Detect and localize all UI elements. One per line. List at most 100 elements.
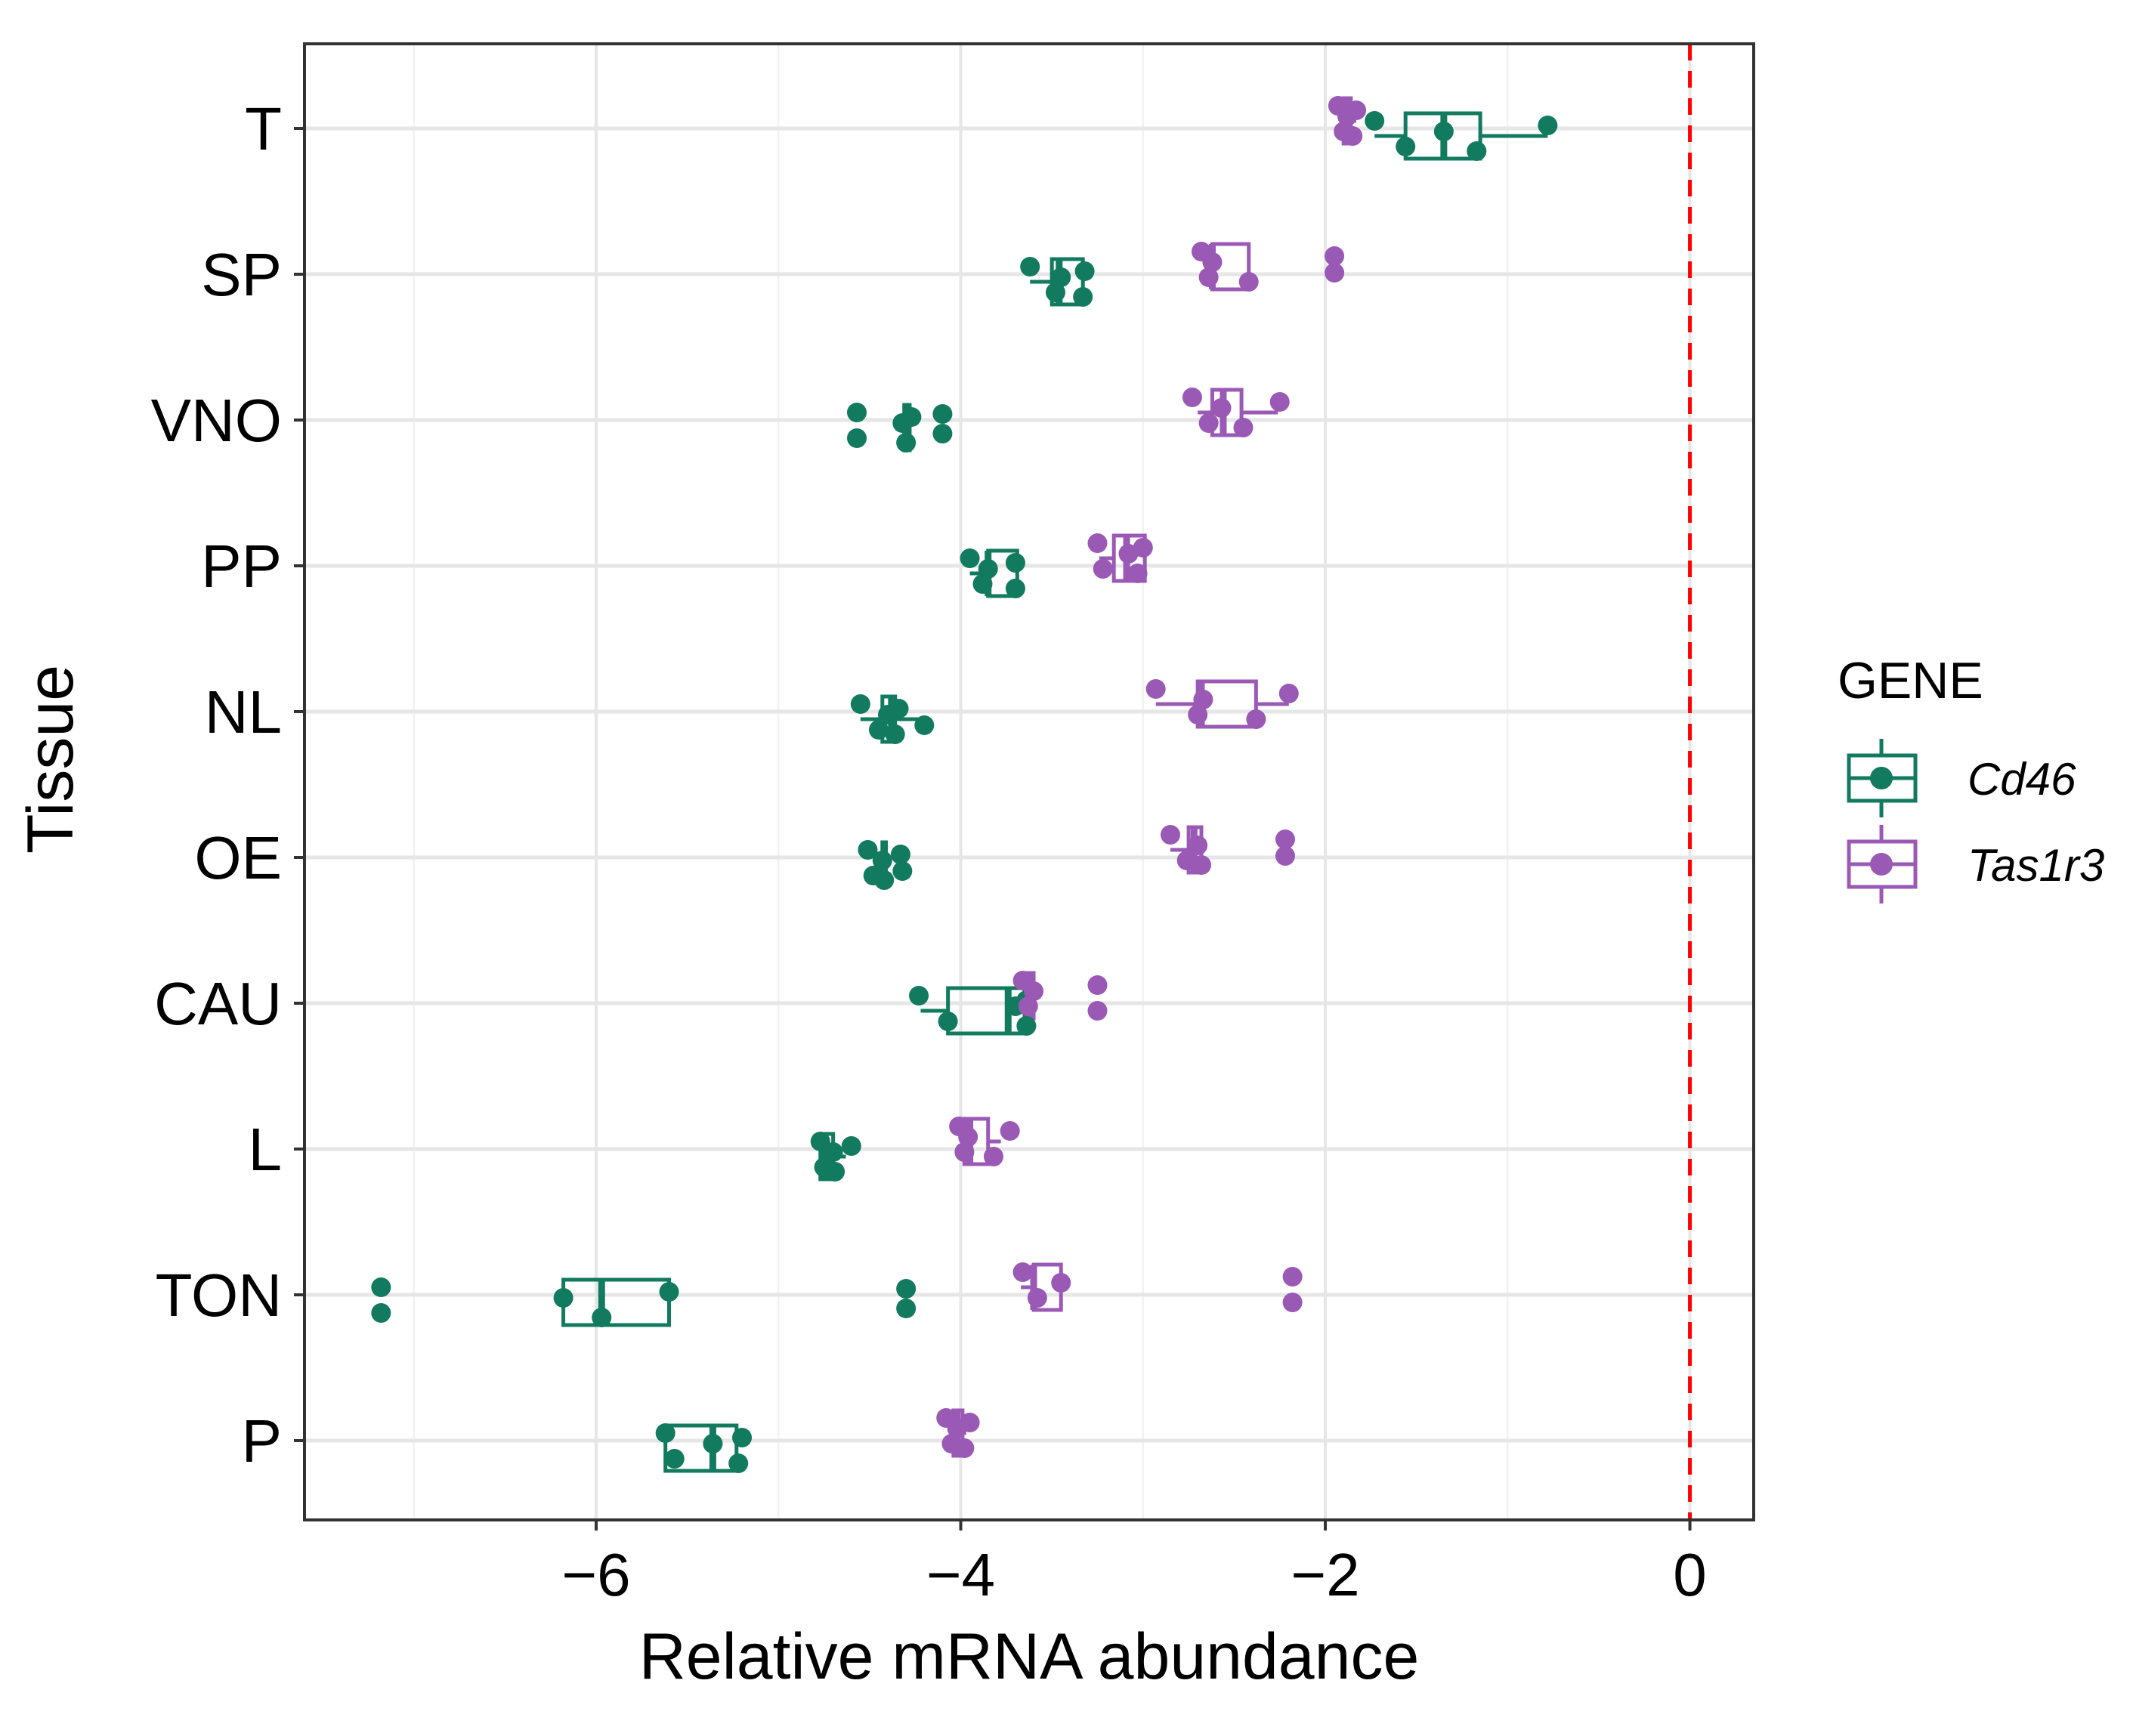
point-cd46-pp (960, 548, 980, 568)
point-tas1r3-oe (1188, 836, 1208, 855)
point-cd46-pp (978, 559, 998, 579)
y-tick-label: P (242, 1407, 282, 1475)
x-tick-label: −6 (561, 1541, 630, 1608)
point-cd46-vno (901, 407, 922, 427)
point-cd46-p (664, 1449, 685, 1469)
point-cd46-ton (659, 1282, 679, 1302)
point-tas1r3-cau (1018, 996, 1038, 1016)
point-cd46-vno (896, 433, 917, 453)
point-cd46-nl (914, 715, 935, 735)
point-tas1r3-oe (1160, 825, 1180, 845)
y-tick-label: VNO (151, 387, 282, 454)
point-cd46-cau (938, 1012, 958, 1031)
y-tick-label: T (245, 95, 282, 162)
y-tick-label: PP (201, 533, 282, 600)
point-tas1r3-vno (1182, 388, 1202, 407)
point-cd46-l (823, 1142, 843, 1162)
point-cd46-sp (1073, 287, 1093, 307)
point-cd46-t (1538, 116, 1558, 135)
point-tas1r3-cau (1087, 1001, 1108, 1021)
point-tas1r3-t (1343, 126, 1363, 146)
legend-key-tas1r3 (1847, 825, 1918, 904)
point-cd46-t (1467, 141, 1487, 161)
y-axis-title: Tissue (14, 665, 87, 854)
point-tas1r3-l (1000, 1121, 1020, 1141)
point-tas1r3-vno (1211, 398, 1232, 418)
point-tas1r3-oe (1191, 855, 1211, 875)
point-tas1r3-pp (1133, 538, 1153, 558)
point-cd46-t (1396, 137, 1416, 156)
point-cd46-vno (847, 428, 867, 448)
point-tas1r3-ton (1051, 1273, 1071, 1293)
axes: −6 −4 −2 0 T SP VNO PP NL OE CAU L TON P (151, 95, 1707, 1608)
point-cd46-sp (1074, 261, 1095, 281)
point-tas1r3-l (958, 1127, 978, 1147)
box-cd46-t (1374, 111, 1548, 161)
point-tas1r3-l (983, 1147, 1003, 1166)
point-cd46-ton (371, 1277, 391, 1297)
point-cd46-ton (896, 1299, 917, 1318)
y-tick-label: TON (156, 1262, 282, 1329)
point-cd46-p (655, 1423, 675, 1443)
point-tas1r3-ton (1027, 1288, 1047, 1308)
point-cd46-nl (889, 699, 909, 718)
box-iqr (663, 1423, 739, 1473)
point-cd46-p (728, 1453, 749, 1473)
point-tas1r3-sp (1325, 246, 1345, 266)
x-axis-title: Relative mRNA abundance (639, 1620, 1420, 1693)
point-tas1r3-sp (1202, 252, 1223, 272)
y-tick-label: L (249, 1116, 283, 1183)
point-tas1r3-nl (1193, 690, 1213, 709)
point-cd46-sp (1020, 257, 1040, 276)
point-tas1r3-nl (1145, 679, 1166, 699)
point-cd46-vno (932, 424, 953, 443)
legend-key-point (1870, 767, 1893, 789)
point-cd46-sp (1051, 267, 1071, 287)
point-tas1r3-ton (1282, 1267, 1303, 1287)
plot-panel-border (303, 42, 1755, 1521)
point-tas1r3-vno (1233, 418, 1254, 437)
point-cd46-pp (1005, 579, 1025, 598)
point-cd46-p (732, 1428, 753, 1447)
point-cd46-nl (885, 724, 905, 744)
data-points (371, 96, 1558, 1473)
point-tas1r3-vno (1198, 413, 1219, 433)
point-tas1r3-t (1346, 100, 1367, 120)
point-cd46-cau (909, 986, 929, 1005)
point-tas1r3-oe (1275, 846, 1295, 866)
point-tas1r3-l (954, 1142, 975, 1162)
point-tas1r3-ton (1282, 1293, 1303, 1312)
point-tas1r3-nl (1278, 684, 1299, 703)
point-cd46-l (825, 1162, 845, 1182)
point-tas1r3-pp (1127, 564, 1148, 583)
legend-label-tas1r3: Tas1r3 (1968, 840, 2104, 891)
x-tick-label: −2 (1291, 1541, 1359, 1608)
point-cd46-ton (896, 1279, 917, 1299)
legend-key-point (1870, 853, 1893, 876)
point-cd46-pp (972, 574, 993, 594)
legend-key-cd46 (1847, 739, 1918, 817)
point-cd46-nl (850, 694, 870, 714)
point-cd46-nl (868, 720, 889, 740)
point-tas1r3-pp (1093, 559, 1113, 579)
point-cd46-ton (371, 1303, 391, 1323)
legend-title: GENE (1838, 652, 1983, 709)
point-tas1r3-vno (1269, 392, 1290, 412)
point-cd46-ton (553, 1288, 573, 1308)
y-tick-label: SP (201, 241, 282, 308)
y-tick-label: NL (205, 678, 282, 746)
point-cd46-pp (1005, 553, 1025, 573)
point-cd46-l (841, 1136, 861, 1156)
point-cd46-cau (1016, 1016, 1037, 1036)
point-cd46-oe (872, 851, 892, 870)
point-tas1r3-ton (1012, 1262, 1033, 1282)
point-tas1r3-sp (1325, 263, 1345, 283)
box-iqr (1210, 388, 1244, 437)
box-iqr (1049, 257, 1085, 307)
point-cd46-vno (932, 404, 953, 424)
point-tas1r3-pp (1087, 533, 1108, 553)
point-tas1r3-cau (1024, 981, 1044, 1001)
y-tick-label: OE (194, 824, 282, 891)
point-tas1r3-oe (1275, 829, 1295, 849)
